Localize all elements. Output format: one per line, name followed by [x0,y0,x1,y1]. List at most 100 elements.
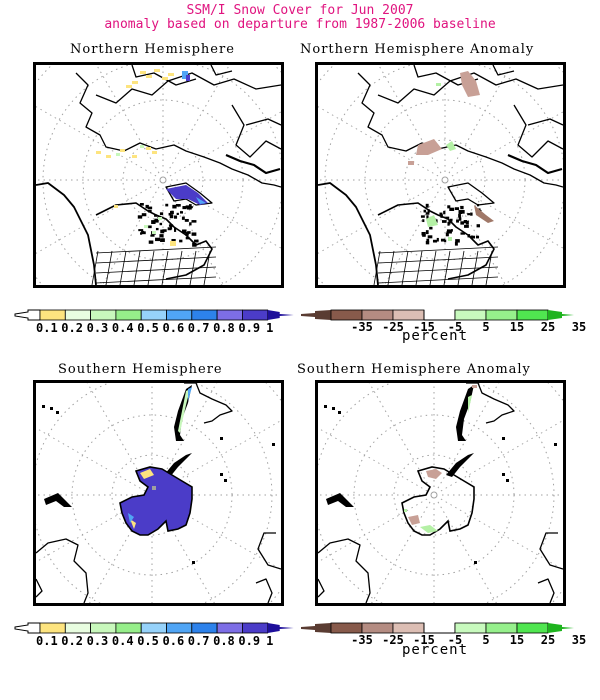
latitude-circle [365,100,525,260]
latitude-circle [354,415,514,575]
colorbar-tick-label: 0.1 [36,321,58,335]
island-speck [460,206,463,209]
colorbar-swatch [217,310,242,320]
island-speck [148,210,152,213]
colorbar-tick-label: 0.5 [137,634,159,648]
island-speck [332,407,335,410]
colorbar-over-arrow [548,623,574,633]
island-speck [192,232,197,235]
colorbar-tick-label: 25 [541,633,555,647]
anomaly-positive-patch [468,395,472,413]
island-speck [56,411,59,414]
island-speck [224,479,227,482]
eurasia-coastline [358,73,563,187]
pole-marker [431,492,437,498]
island-speck [433,240,437,243]
island-speck [422,234,426,237]
colorbar-swatch [486,310,517,320]
state-border [402,251,408,285]
colorbar-swatch [455,623,486,633]
colorbar-swatch [393,310,424,320]
north-america-west-coast [318,183,378,285]
colorbar-swatch [116,310,141,320]
island-speck [160,223,163,225]
island-speck [188,206,193,208]
colorbar-tick-label: 0.5 [137,321,159,335]
island-speck [440,214,443,218]
island-speck [324,405,327,408]
island-speck [470,213,473,216]
colorbar-tick-label: 5 [482,320,489,334]
colorbar-swatch [486,623,517,633]
colorbar-swatch [116,623,141,633]
australia-coastline [318,539,370,603]
state-border [486,251,492,285]
snow-patch-low [132,155,137,158]
africa-coastline [540,533,563,569]
island-speck [460,232,465,234]
island-speck [447,230,452,234]
island-speck [449,208,454,211]
island-speck [160,238,165,242]
colorbar-swatch [331,623,362,633]
island-speck [455,242,458,246]
colorbar-tick-label: 15 [510,633,524,647]
colorbar-tick-label: 0.9 [238,634,260,648]
state-border [96,267,216,273]
island-speck [437,238,439,242]
island-speck [272,443,275,446]
latitude-circle [36,65,281,285]
colorbar-swatch [517,623,548,633]
snow-patch-low [146,75,152,78]
south-america-coastline [466,383,514,423]
colorbar-swatch [455,310,486,320]
state-border [378,267,498,273]
state-border [120,251,126,285]
state-border [378,277,498,283]
snow-patch-low [154,69,160,72]
anomaly-positive-patch [446,141,456,151]
colorbar-tick-label: 35 [572,633,586,647]
island-speck [429,227,432,230]
nh-anomaly-map-canvas [318,65,563,285]
island-speck [185,232,189,236]
island-speck [220,473,223,476]
australia-coastline [36,539,88,603]
island-speck [194,240,199,243]
state-border [378,257,498,263]
island-speck [470,236,475,239]
nh-map-canvas [36,65,281,285]
state-border [416,251,422,285]
state-border [134,251,140,285]
colorbar-swatch [362,623,393,633]
snow-patch-mid [140,145,144,148]
island-speck [474,561,477,564]
colorbar-swatch [217,623,242,633]
antarctica-coastline [120,467,192,535]
colorbar-under-arrow [15,623,40,633]
colorbar-tick-label: 0.2 [61,634,83,648]
nh-snow-map [33,62,284,288]
meridian-line [318,383,430,488]
colorbar-tick-label: 0.3 [87,634,109,648]
meridian-line [318,65,441,173]
island-speck [464,225,469,228]
snow-patch-low [146,147,151,150]
pole-marker [160,177,166,183]
island-speck [148,207,153,210]
colorbar-swatch [192,623,217,633]
snow-patch-low [170,241,176,246]
colorbar-swatch [40,310,65,320]
snow-patch-low [114,205,118,208]
eurasia-coastline [76,73,281,187]
island-speck [443,211,445,214]
snow-patch-low [96,151,101,154]
island-speck [172,205,176,209]
pole-marker-fill [152,486,156,490]
island-speck [450,219,453,222]
colorbar-swatch [192,310,217,320]
anomaly-positive-patch [436,83,441,86]
state-border [458,251,464,285]
colorbar-tick-label: 1 [266,634,273,648]
colorbar-swatch [141,623,166,633]
